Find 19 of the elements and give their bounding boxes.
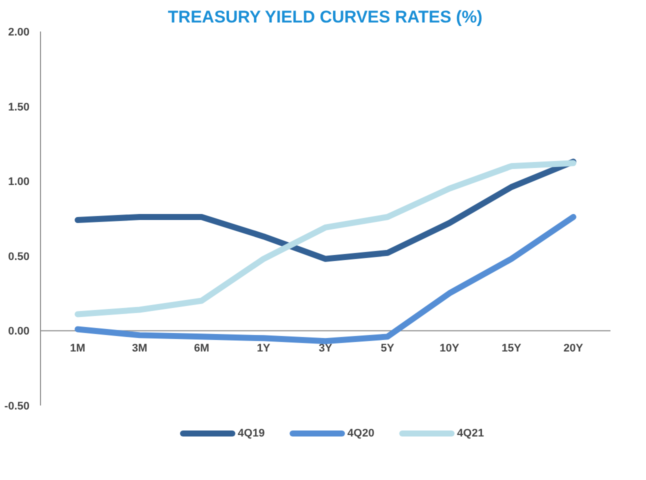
x-tick-label: 10Y (440, 342, 460, 355)
legend-label: 4Q20 (347, 428, 374, 440)
x-tick-label: 6M (194, 342, 210, 355)
x-tick-label: 1M (70, 342, 86, 355)
y-tick-label: 0.00 (8, 326, 30, 338)
x-tick-label: 20Y (564, 342, 584, 355)
legend-label: 4Q21 (457, 428, 484, 440)
x-tick-label: 5Y (380, 342, 395, 355)
chart-title: TREASURY YIELD CURVES RATES (%) (168, 8, 482, 26)
legend-label: 4Q19 (238, 428, 265, 440)
y-tick-label: 2.00 (8, 26, 30, 38)
x-tick-label: 15Y (502, 342, 522, 355)
x-tick-label: 1Y (256, 342, 271, 355)
y-tick-label: 0.50 (8, 250, 30, 263)
y-tick-label: 1.50 (8, 101, 30, 114)
y-tick-label: -0.50 (4, 400, 30, 412)
x-tick-label: 3M (132, 342, 148, 355)
y-tick-label: 1.00 (8, 176, 30, 188)
x-tick-label: 3Y (318, 342, 333, 355)
